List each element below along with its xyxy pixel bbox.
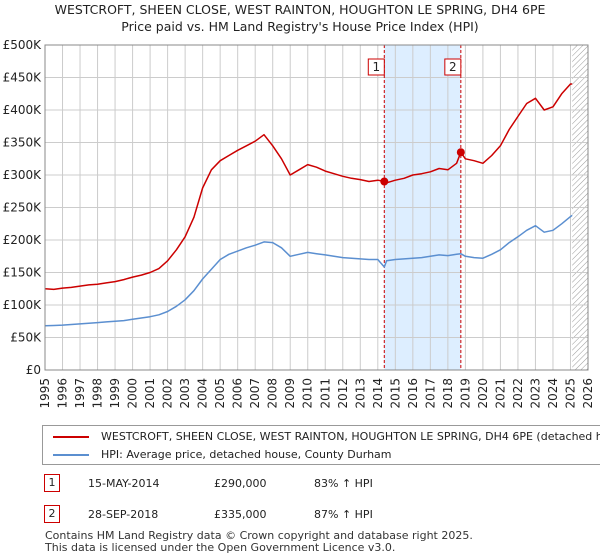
x-tick-label: 2002 [161,378,175,409]
x-tick-label: 2025 [563,378,577,409]
sale-price: £290,000 [214,477,267,490]
x-tick-label: 2000 [126,378,140,409]
x-tick-label: 2003 [178,378,192,409]
legend-swatch-property [53,436,89,438]
footer-licence: This data is licensed under the Open Gov… [45,541,396,554]
y-tick-label: £250K [3,201,43,215]
x-tick-label: 2005 [213,378,227,409]
x-tick-label: 2015 [388,378,402,409]
x-tick-label: 2026 [581,378,595,409]
legend: WESTCROFT, SHEEN CLOSE, WEST RAINTON, HO… [42,425,600,465]
sale-price: £335,000 [214,508,267,521]
legend-label-property: WESTCROFT, SHEEN CLOSE, WEST RAINTON, HO… [101,430,600,443]
y-tick-label: £400K [3,103,43,117]
sale-marker-1: 1 [44,474,60,492]
sale-label-2: 2 [449,60,457,74]
x-tick-label: 2007 [248,378,262,409]
chart-title-address: WESTCROFT, SHEEN CLOSE, WEST RAINTON, HO… [54,2,546,17]
sale-point-1 [380,177,389,186]
sale-hpi-change: 87% ↑ HPI [314,508,373,521]
chart-subtitle: Price paid vs. HM Land Registry's House … [121,19,479,34]
x-tick-label: 1998 [91,378,105,409]
y-tick-label: £300K [3,168,43,182]
y-tick-label: £0 [26,363,41,377]
sale-hpi-change: 83% ↑ HPI [314,477,373,490]
x-tick-label: 2019 [458,378,472,409]
x-tick-label: 2004 [196,378,210,409]
legend-label-hpi: HPI: Average price, detached house, Coun… [101,448,392,461]
x-tick-label: 2001 [143,378,157,409]
footer-copyright: Contains HM Land Registry data © Crown c… [45,529,473,542]
x-tick-label: 2021 [493,378,507,409]
sale-label-1: 1 [372,60,380,74]
x-tick-label: 2022 [511,378,525,409]
x-tick-label: 1997 [73,378,87,409]
x-tick-label: 1996 [56,378,70,409]
x-tick-label: 2013 [353,378,367,409]
x-tick-label: 2012 [336,378,350,409]
x-tick-label: 2014 [371,378,385,409]
x-tick-label: 2011 [318,378,332,409]
sale-marker-2: 2 [44,505,60,523]
y-tick-label: £150K [3,266,43,280]
series-line-hpi [44,214,573,327]
x-tick-label: 2010 [301,378,315,409]
x-tick-label: 2020 [476,378,490,409]
y-tick-label: £100K [3,298,43,312]
x-tick-label: 1995 [38,378,52,409]
x-tick-label: 2016 [406,378,420,409]
sale-date: 28-SEP-2018 [88,508,159,521]
x-tick-label: 1999 [108,378,122,409]
y-tick-label: £450K [3,71,43,85]
price-chart: £0 £50K £100K £150K £200K £250K £300K £350K £400… [3,38,595,409]
y-tick-label: £350K [3,136,43,150]
sale-date: 15-MAY-2014 [88,477,160,490]
x-tick-label: 2018 [441,378,455,409]
y-tick-label: £500K [3,38,43,52]
y-tick-label: £200K [3,233,43,247]
y-tick-label: £50K [10,331,42,345]
legend-swatch-hpi [53,454,89,456]
series-line-property [44,83,573,291]
x-tick-label: 2024 [546,378,560,409]
x-tick-label: 2006 [231,378,245,409]
x-tick-label: 2023 [528,378,542,409]
x-tick-label: 2009 [283,378,297,409]
plot-area-border [44,44,589,371]
x-tick-label: 2008 [266,378,280,409]
sale-label-box-1 [367,58,385,76]
sale-point-2 [456,148,465,157]
x-tick-label: 2017 [423,378,437,409]
sale-label-box-2 [444,58,462,76]
